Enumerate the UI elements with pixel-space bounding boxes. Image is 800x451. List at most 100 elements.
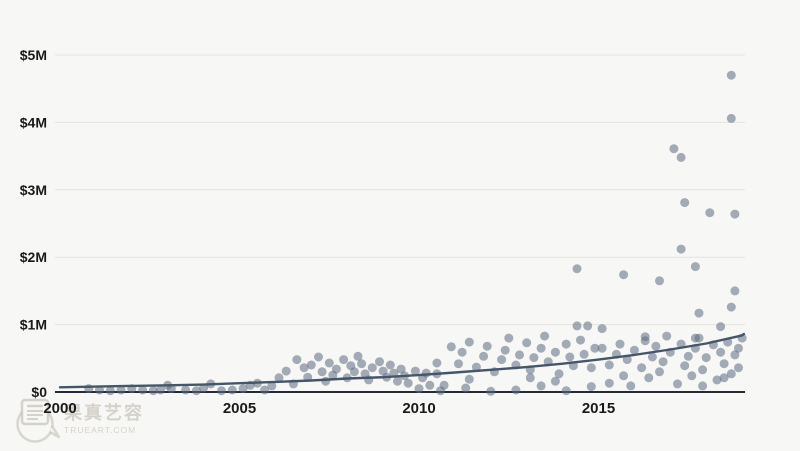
data-point [597, 343, 607, 353]
data-point [353, 351, 363, 361]
data-point [597, 324, 607, 334]
x-tick-label: 2005 [223, 400, 256, 417]
data-point [349, 367, 359, 377]
watermark-text: 果真艺容 TRUEART.COM [64, 396, 144, 435]
data-point [536, 381, 546, 391]
data-point [655, 276, 664, 286]
data-point [515, 350, 524, 360]
y-tick-label: $3M [20, 182, 47, 198]
x-tick-label: 2015 [582, 400, 615, 417]
data-point [421, 368, 431, 378]
data-point [403, 378, 413, 388]
data-point [690, 262, 700, 272]
data-point [694, 333, 704, 343]
data-point [662, 331, 672, 341]
data-point [227, 385, 237, 395]
data-point [357, 359, 367, 369]
data-point [604, 378, 614, 388]
data-point [701, 353, 711, 363]
data-point [644, 373, 654, 383]
data-point [615, 339, 625, 349]
data-point [716, 322, 726, 332]
data-point [281, 366, 291, 376]
data-point [497, 355, 507, 365]
labels-layer: $0 $1M $2M $3M $4M $5M 2000 2005 2010 2015 [20, 47, 615, 417]
data-point [540, 331, 550, 341]
data-point [292, 355, 302, 365]
data-point [464, 374, 474, 384]
data-point [687, 371, 697, 381]
data-point [148, 386, 158, 396]
data-point [680, 198, 690, 208]
data-point [647, 352, 657, 362]
data-point [267, 381, 277, 391]
data-point [550, 376, 560, 386]
trend-layer [58, 332, 746, 389]
data-point [324, 358, 334, 368]
data-point [299, 363, 309, 373]
data-point [84, 384, 94, 394]
data-point [705, 208, 715, 218]
data-point [457, 347, 467, 357]
data-point [565, 352, 575, 362]
data-point [726, 369, 736, 379]
data-point [576, 335, 585, 345]
data-point [217, 386, 226, 396]
data-point [260, 385, 270, 395]
data-point [550, 347, 560, 357]
data-point [105, 386, 115, 396]
data-point [698, 365, 708, 375]
y-tick-label: $0 [31, 384, 47, 400]
data-point [730, 209, 740, 219]
data-point [676, 152, 686, 162]
data-point [561, 386, 571, 396]
data-point [396, 364, 406, 374]
watermark: 果真艺容 TRUEART.COM [14, 396, 144, 448]
data-point [461, 383, 471, 393]
data-point [622, 355, 632, 365]
data-point [274, 373, 284, 383]
data-point [116, 385, 126, 395]
data-point [604, 360, 614, 370]
data-point [669, 144, 679, 154]
data-point [583, 321, 593, 331]
data-point [694, 308, 704, 318]
data-point [191, 386, 201, 396]
y-tick-label: $1M [20, 317, 47, 333]
data-point [331, 364, 341, 374]
data-point [726, 302, 736, 312]
data-point [554, 369, 564, 379]
x-tick-label: 2000 [43, 400, 76, 417]
watermark-logo-icon [16, 398, 60, 443]
data-point [446, 342, 456, 352]
data-point [385, 360, 395, 370]
data-point [238, 384, 248, 394]
data-point [439, 380, 449, 390]
data-point [698, 381, 708, 391]
watermark-title: 果真艺容 [64, 403, 144, 423]
data-point [673, 379, 682, 389]
data-point [683, 351, 693, 361]
data-point [734, 363, 743, 373]
data-point [640, 332, 650, 342]
data-point [393, 376, 402, 386]
data-point [734, 343, 743, 353]
data-point [464, 337, 474, 347]
data-point [651, 341, 661, 351]
x-tick-label: 2010 [402, 400, 435, 417]
data-point [572, 321, 582, 331]
data-point [425, 380, 435, 390]
data-point [730, 286, 740, 296]
y-tick-label: $2M [20, 249, 47, 265]
y-tick-label: $5M [20, 47, 47, 63]
data-point [522, 338, 532, 348]
data-point [181, 385, 191, 395]
data-point [676, 244, 686, 254]
data-point [500, 345, 510, 355]
data-point [138, 385, 148, 395]
data-point [716, 347, 726, 357]
trend-line [58, 332, 746, 389]
data-point [536, 343, 546, 353]
